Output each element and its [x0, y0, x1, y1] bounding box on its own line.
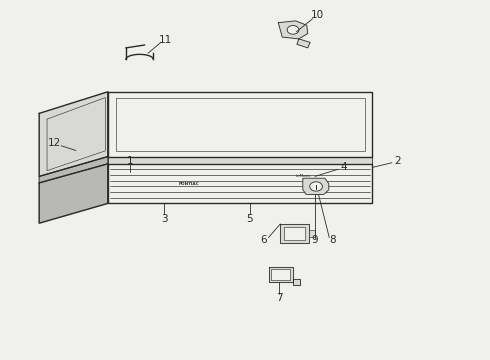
Polygon shape [278, 21, 308, 39]
Polygon shape [39, 92, 108, 176]
Polygon shape [108, 164, 372, 203]
Text: 6: 6 [260, 235, 267, 246]
Polygon shape [108, 157, 372, 164]
Text: 3: 3 [161, 214, 168, 224]
Bar [271, 269, 290, 280]
Polygon shape [269, 267, 293, 282]
Polygon shape [39, 164, 108, 223]
Polygon shape [108, 92, 372, 157]
Text: 5: 5 [246, 214, 253, 224]
Bar [284, 227, 305, 240]
Polygon shape [303, 178, 329, 194]
Text: LeMans: LeMans [296, 174, 312, 178]
Polygon shape [297, 39, 310, 48]
Polygon shape [280, 224, 309, 243]
Text: 7: 7 [276, 293, 283, 303]
Polygon shape [293, 279, 300, 285]
Text: 12: 12 [48, 138, 62, 148]
Text: 2: 2 [394, 156, 401, 166]
Text: 4: 4 [341, 162, 347, 172]
Circle shape [310, 182, 322, 191]
Bar [309, 230, 315, 237]
Text: 10: 10 [311, 10, 324, 21]
Text: PONTIAC: PONTIAC [178, 181, 199, 186]
Circle shape [287, 26, 299, 34]
Text: 1: 1 [126, 156, 133, 166]
Text: 8: 8 [329, 235, 336, 246]
Text: 11: 11 [159, 35, 172, 45]
Polygon shape [39, 157, 108, 183]
Text: 9: 9 [312, 235, 318, 246]
